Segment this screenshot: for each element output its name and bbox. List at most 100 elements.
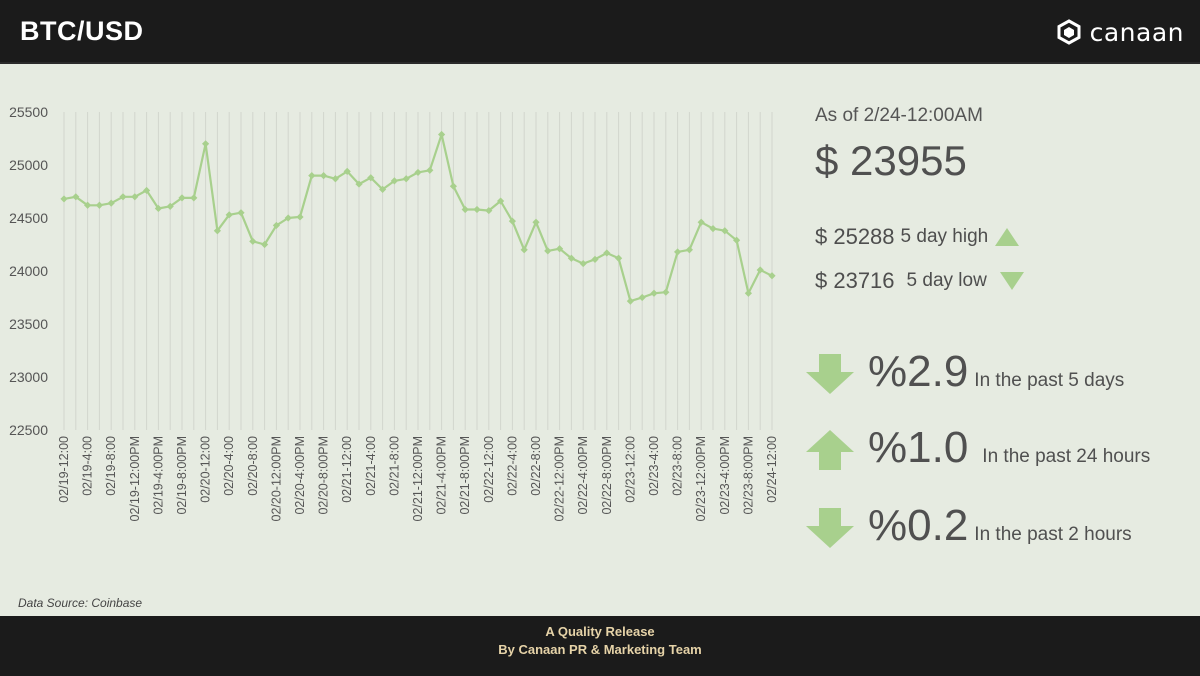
data-point xyxy=(685,246,693,254)
data-point xyxy=(261,240,269,249)
x-tick-label: 02/21-4:00PM xyxy=(435,436,449,515)
x-tick-label: 02/21-12:00PM xyxy=(411,436,425,521)
data-point xyxy=(107,199,115,207)
high-value: $ 25288 xyxy=(815,224,895,249)
change-label: In the past 24 hours xyxy=(982,446,1151,467)
current-price: $ 23955 xyxy=(815,137,967,184)
low-label: 5 day low xyxy=(906,270,987,291)
x-tick-label: 02/23-12:00PM xyxy=(694,436,708,521)
x-tick-label: 02/23-12:00 xyxy=(623,436,637,503)
x-tick-label: 02/22-4:00 xyxy=(505,436,519,496)
x-tick-label: 02/22-8:00PM xyxy=(600,436,614,515)
data-point xyxy=(320,172,328,180)
data-point xyxy=(119,193,127,201)
data-point xyxy=(744,289,752,297)
data-point xyxy=(95,201,103,209)
change-label: In the past 2 hours xyxy=(974,524,1132,545)
data-point xyxy=(379,185,387,193)
data-point xyxy=(178,194,186,202)
data-point xyxy=(402,175,410,183)
header-bar: BTC/USD canaan xyxy=(0,0,1200,64)
data-point xyxy=(449,182,457,190)
line-chart-svg: 22500 23000 23500 24000 24500 25000 25500 02/19… xyxy=(9,104,779,521)
arrow-up-icon xyxy=(806,430,854,470)
x-tick-label: 02/20-4:00 xyxy=(222,436,236,496)
x-tick-label: 02/23-4:00 xyxy=(647,436,661,496)
as-of-label: As of 2/24-12:00AM xyxy=(815,105,983,126)
data-point xyxy=(390,177,398,185)
arrow-down-icon xyxy=(806,354,854,394)
x-tick-label: 02/19-4:00 xyxy=(81,436,95,496)
y-tick-label: 25000 xyxy=(9,157,48,173)
data-point xyxy=(284,214,292,222)
x-tick-label: 02/20-12:00 xyxy=(199,436,213,503)
x-tick-label: 02/19-8:00PM xyxy=(175,436,189,515)
data-point xyxy=(131,193,139,201)
footer-line-2: By Canaan PR & Marketing Team xyxy=(498,642,702,657)
data-point xyxy=(272,221,280,230)
footer-bar: A Quality Release By Canaan PR & Marketi… xyxy=(0,616,1200,676)
data-point xyxy=(603,249,611,257)
data-point xyxy=(296,213,304,221)
x-tick-label: 02/20-4:00PM xyxy=(293,436,307,515)
data-point xyxy=(556,245,564,253)
data-point xyxy=(626,297,634,305)
data-point xyxy=(72,193,80,201)
data-point xyxy=(532,218,540,226)
x-tick-label: 02/21-8:00 xyxy=(387,436,401,496)
data-point xyxy=(414,168,422,177)
x-tick-label: 02/20-8:00PM xyxy=(317,436,331,515)
data-point xyxy=(544,247,552,255)
data-point xyxy=(697,218,705,226)
x-tick-label: 02/23-8:00 xyxy=(671,436,685,496)
x-tick-label: 02/23-4:00PM xyxy=(718,436,732,515)
page-title: BTC/USD xyxy=(20,16,144,46)
data-point xyxy=(461,205,469,214)
x-tick-label: 02/19-12:00PM xyxy=(128,436,142,521)
brand-name: canaan xyxy=(1089,17,1184,47)
data-point xyxy=(249,237,257,245)
change-label: In the past 5 days xyxy=(974,370,1125,391)
data-point xyxy=(143,186,151,195)
data-point xyxy=(190,194,198,202)
summary-panel: As of 2/24-12:00AM $ 23955 $ 25288 5 day… xyxy=(800,64,1200,616)
x-tick-label: 02/22-4:00PM xyxy=(576,436,590,515)
data-point xyxy=(579,259,587,268)
x-tick-label: 02/20-12:00PM xyxy=(269,436,283,521)
change-2-hours: %0.2 In the past 2 hours xyxy=(806,504,1132,548)
low-value: $ 23716 xyxy=(815,268,895,293)
data-point xyxy=(650,289,658,297)
data-point xyxy=(331,175,339,183)
x-tick-label: 02/24-12:00 xyxy=(765,436,779,503)
y-tick-label: 24500 xyxy=(9,210,48,226)
data-point xyxy=(485,206,493,215)
data-point xyxy=(213,227,221,235)
data-point xyxy=(166,202,174,210)
five-day-high: $ 25288 5 day high xyxy=(815,224,1020,250)
canaan-logo-icon xyxy=(1057,19,1081,45)
data-point xyxy=(225,211,233,219)
x-tick-label: 02/20-8:00 xyxy=(246,436,260,496)
data-point xyxy=(473,205,481,214)
change-pct: %2.9 xyxy=(868,347,969,396)
data-source-note: Data Source: Coinbase xyxy=(18,596,143,610)
y-tick-label: 25500 xyxy=(9,104,48,120)
data-point xyxy=(60,195,68,203)
data-point xyxy=(615,254,623,262)
data-point xyxy=(438,130,446,139)
footer-line-1: A Quality Release xyxy=(545,624,655,639)
y-tick-label: 22500 xyxy=(9,422,48,438)
data-point xyxy=(426,166,434,174)
brand-logo: canaan xyxy=(1056,16,1184,48)
data-point xyxy=(674,248,682,256)
high-label: 5 day high xyxy=(900,226,989,247)
x-tick-label: 02/19-12:00 xyxy=(57,436,71,503)
data-point xyxy=(508,217,516,225)
data-point xyxy=(355,180,363,188)
triangle-down-icon xyxy=(999,272,1024,290)
data-point xyxy=(237,209,245,217)
data-point xyxy=(638,293,646,302)
data-point xyxy=(709,225,717,233)
data-point xyxy=(721,227,729,235)
